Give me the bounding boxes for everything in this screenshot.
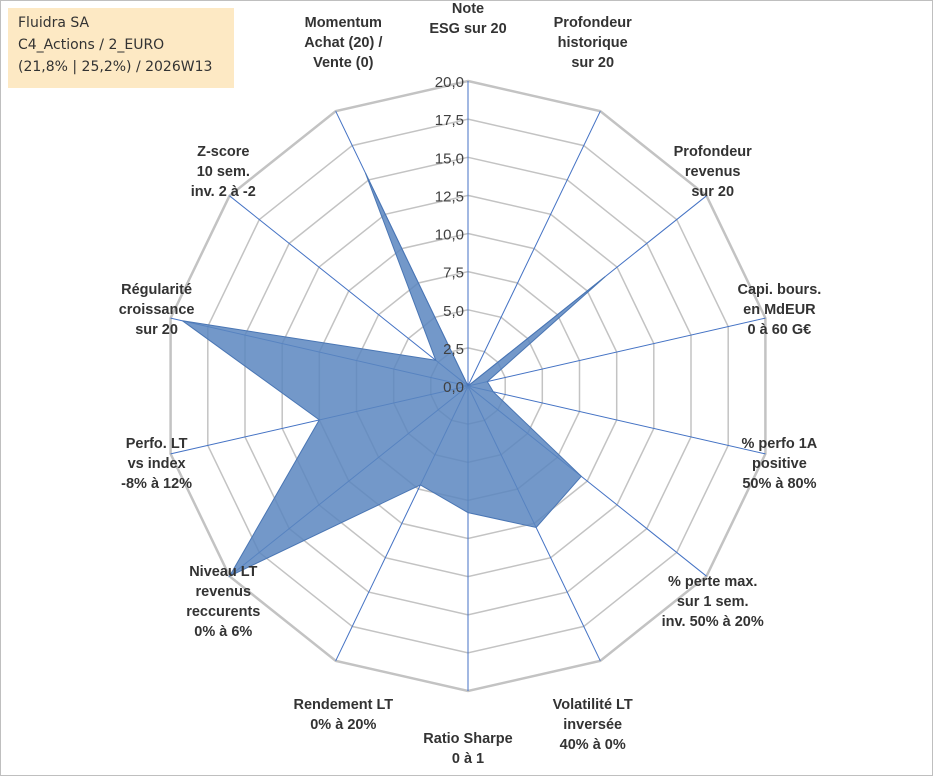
axis-label-line: sur 20	[571, 55, 614, 71]
tick-label-1: 2,5	[443, 341, 464, 358]
tick-labels: 0,0 2,5 5,0 7,5 10,0 12,5 15,0 17,5 20,0	[435, 74, 464, 396]
series-area	[182, 172, 606, 578]
axis-label-line: inv. 2 à -2	[191, 184, 256, 200]
axis-label-line: positive	[752, 456, 807, 472]
axis-label-line: sur 20	[135, 322, 178, 338]
series-area-0	[182, 172, 606, 578]
axis-label-line: Note	[452, 1, 484, 17]
axis-label-line: Momentum	[305, 15, 382, 31]
info-box: Fluidra SA C4_Actions / 2_EURO (21,8% | …	[8, 8, 234, 88]
axis-label-8: Rendement LT 0% à 20%	[293, 697, 393, 733]
axis-label-line: 0 à 60 G€	[748, 322, 812, 338]
company-name: Fluidra SA	[18, 15, 90, 31]
axis-label-line: Profondeur	[674, 144, 752, 160]
axis-label-line: Ratio Sharpe	[423, 731, 512, 747]
axis-label-line: Profondeur	[554, 15, 632, 31]
axis-label-line: 10 sem.	[197, 164, 250, 180]
axis-label-line: Régularité	[121, 282, 192, 298]
axis-label-line: revenus	[685, 164, 741, 180]
axis-label-line: % perfo 1A	[742, 436, 818, 452]
axis-label-line: Achat (20) /	[304, 35, 382, 51]
axis-label-line: ESG sur 20	[429, 21, 506, 37]
tick-label-7: 17,5	[435, 112, 464, 129]
axis-label-line: Volatilité LT	[553, 697, 633, 713]
axis-label-line: vs index	[128, 456, 186, 472]
axis-label-line: Perfo. LT	[126, 436, 188, 452]
axis-label-line: Vente (0)	[313, 55, 374, 71]
axis-label-7: Ratio Sharpe 0 à 1	[423, 731, 512, 767]
tick-label-3: 7,5	[443, 265, 464, 282]
axis-label-line: 0 à 1	[452, 751, 484, 767]
axis-label-line: -8% à 12%	[121, 476, 192, 492]
axis-label-line: Niveau LT	[189, 564, 257, 580]
axis-label-line: sur 1 sem.	[677, 594, 749, 610]
axis-label-line: Capi. bours.	[738, 282, 822, 298]
tick-label-5: 12,5	[435, 188, 464, 205]
axis-label-line: inv. 50% à 20%	[662, 614, 764, 630]
axis-label-line: 0% à 20%	[310, 717, 376, 733]
axis-label-line: en MdEUR	[743, 302, 816, 318]
axis-label-12: Z-score 10 sem. inv. 2 à -2	[191, 144, 256, 200]
axis-label-11: Régularité croissance sur 20	[119, 282, 195, 338]
axis-label-6: Volatilité LT inversée 40% à 0%	[553, 697, 633, 753]
axis-label-line: 40% à 0%	[560, 737, 626, 753]
tick-label-8: 20,0	[435, 74, 464, 91]
axis-label-0: Note ESG sur 20	[429, 1, 506, 37]
axis-label-line: reccurents	[186, 604, 260, 620]
tick-label-4: 10,0	[435, 227, 464, 244]
axis-label-13: Momentum Achat (20) / Vente (0)	[304, 15, 382, 71]
spoke-1	[467, 110, 601, 387]
axis-label-3: Capi. bours. en MdEUR 0 à 60 G€	[738, 282, 822, 338]
axis-label-line: revenus	[195, 584, 251, 600]
tick-label-0: 0,0	[443, 379, 464, 396]
axis-labels: Note ESG sur 20 Profondeur historique sur 20…	[119, 1, 822, 767]
tick-label-2: 5,0	[443, 303, 464, 320]
tick-label-6: 15,0	[435, 150, 464, 167]
axis-label-line: historique	[558, 35, 628, 51]
axis-label-line: 0% à 6%	[194, 624, 252, 640]
axis-label-line: sur 20	[691, 184, 734, 200]
axis-label-5: % perte max. sur 1 sem. inv. 50% à 20%	[662, 574, 764, 630]
axis-label-4: % perfo 1A positive 50% à 80%	[742, 436, 818, 492]
stats-line: (21,8% | 25,2%) / 2026W13	[18, 59, 213, 75]
axis-label-2: Profondeur revenus sur 20	[674, 144, 752, 200]
spoke-4	[467, 385, 766, 455]
axis-label-line: croissance	[119, 302, 195, 318]
spoke-3	[467, 317, 766, 387]
axis-label-9: Niveau LT revenus reccurents 0% à 6%	[186, 564, 260, 640]
axis-label-10: Perfo. LT vs index -8% à 12%	[121, 436, 192, 492]
axis-label-line: inversée	[563, 717, 622, 733]
axis-label-line: % perte max.	[668, 574, 757, 590]
axis-label-line: Rendement LT	[293, 697, 393, 713]
axis-label-1: Profondeur historique sur 20	[554, 15, 632, 71]
axis-label-line: Z-score	[197, 144, 249, 160]
spoke-12	[229, 195, 469, 387]
axis-label-line: 50% à 80%	[742, 476, 816, 492]
category-line: C4_Actions / 2_EURO	[18, 37, 165, 53]
